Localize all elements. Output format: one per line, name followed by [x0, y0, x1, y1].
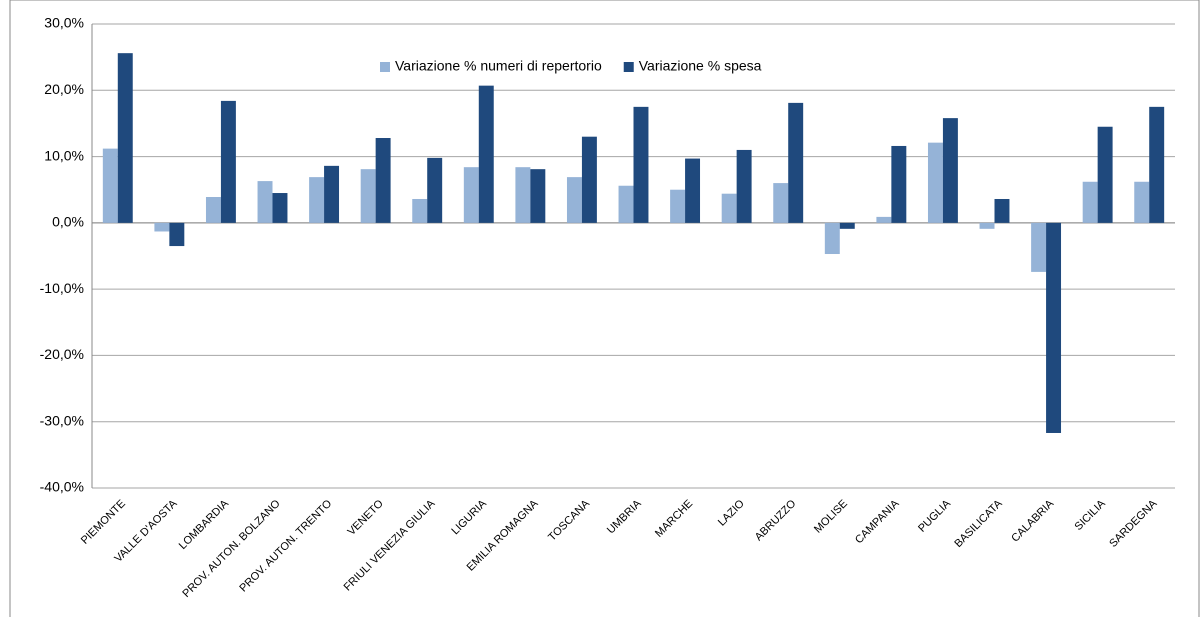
bar — [220, 100, 236, 223]
y-tick-label: 20,0% — [44, 81, 84, 97]
bar — [463, 167, 479, 223]
y-tick-label: 30,0% — [44, 15, 84, 31]
bar — [736, 149, 752, 223]
bar — [1082, 181, 1098, 223]
legend-swatch — [623, 62, 634, 72]
bar — [566, 177, 582, 223]
bar — [891, 145, 907, 223]
bar — [670, 189, 686, 223]
legend-swatch — [380, 62, 390, 72]
bar — [169, 222, 185, 247]
bar — [1046, 222, 1062, 433]
bar — [102, 148, 118, 223]
bar — [412, 198, 428, 223]
bar — [324, 165, 340, 223]
legend-label: Variazione % numeri di repertorio — [395, 58, 602, 74]
bar — [633, 106, 649, 223]
bar — [1134, 181, 1150, 223]
legend-label: Variazione % spesa — [639, 58, 762, 74]
bar — [1031, 222, 1047, 272]
bar — [773, 183, 789, 223]
chart-frame — [9, 0, 1200, 617]
bar — [927, 142, 943, 223]
bar — [478, 85, 494, 223]
bar — [721, 193, 737, 223]
y-tick-label: -10,0% — [40, 280, 84, 296]
bar — [117, 53, 133, 223]
bar — [994, 198, 1010, 223]
bar — [530, 169, 546, 223]
bar — [257, 181, 273, 223]
bar — [581, 136, 597, 223]
bar — [618, 185, 634, 223]
y-tick-label: -30,0% — [40, 412, 84, 428]
bar — [309, 177, 325, 223]
bar — [979, 222, 995, 229]
bar — [154, 222, 170, 232]
bar — [685, 158, 701, 223]
bar — [427, 157, 443, 223]
bar — [942, 118, 958, 223]
bar — [272, 193, 288, 223]
bar — [839, 222, 855, 229]
y-tick-label: -20,0% — [40, 346, 84, 362]
bar — [375, 138, 391, 223]
bar — [876, 216, 892, 223]
bar — [360, 169, 376, 223]
y-tick-label: 10,0% — [44, 147, 84, 163]
y-tick-label: 0,0% — [52, 214, 84, 230]
bar — [788, 102, 804, 223]
bar — [205, 197, 221, 223]
bar — [1097, 126, 1113, 223]
y-tick-label: -40,0% — [40, 479, 84, 495]
bar — [824, 222, 840, 255]
bar — [515, 167, 531, 223]
bar — [1149, 106, 1165, 223]
